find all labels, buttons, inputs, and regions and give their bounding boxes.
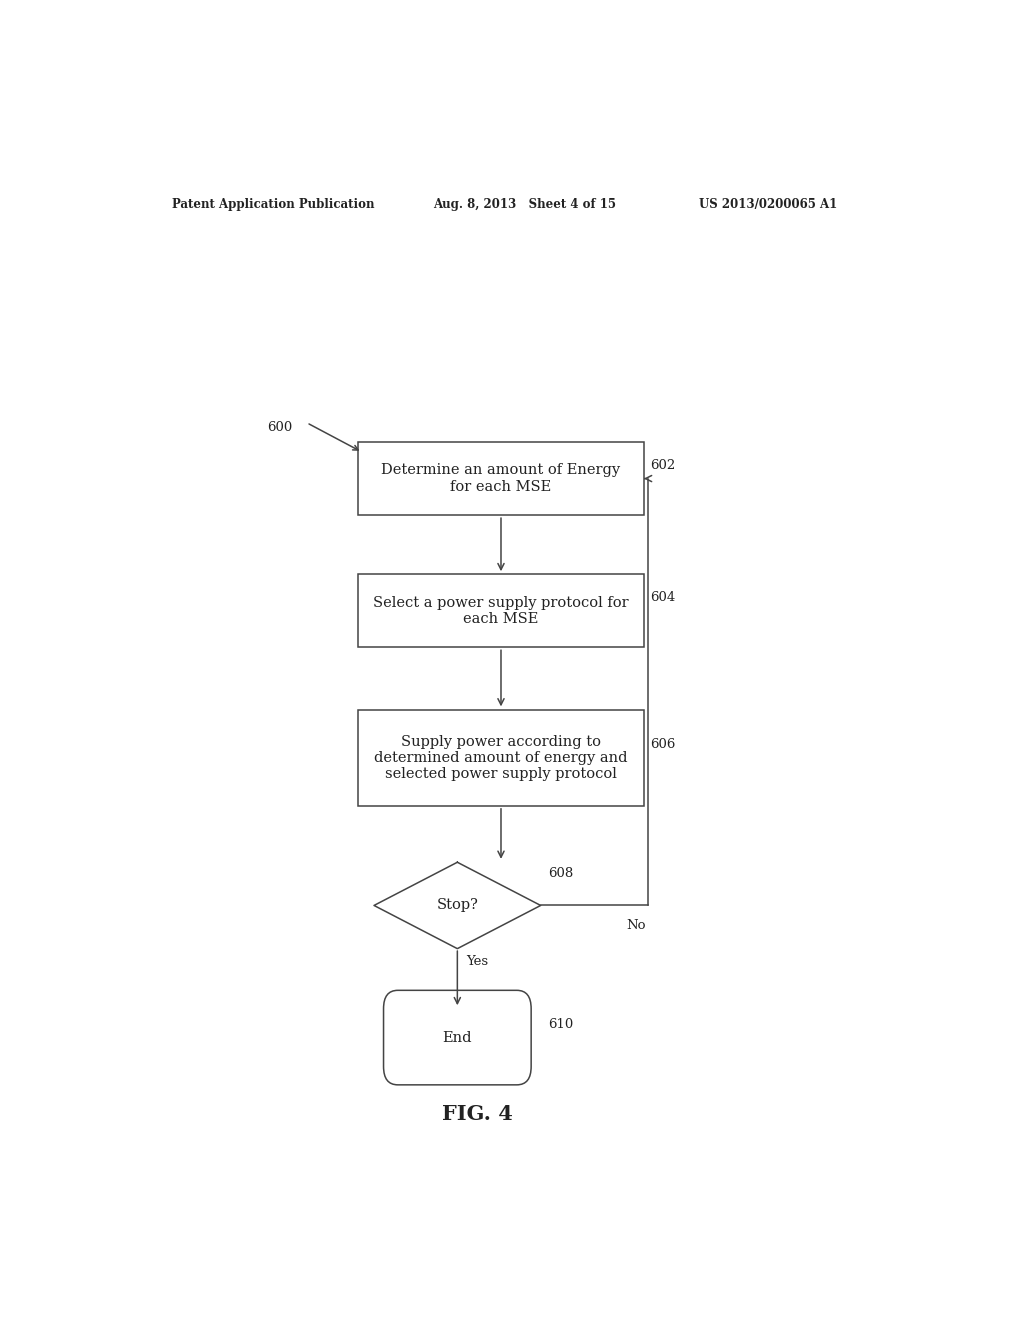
FancyBboxPatch shape: [358, 710, 644, 807]
Text: Yes: Yes: [466, 954, 488, 968]
Text: Determine an amount of Energy
for each MSE: Determine an amount of Energy for each M…: [381, 463, 621, 494]
Polygon shape: [374, 862, 541, 949]
Text: FIG. 4: FIG. 4: [441, 1104, 513, 1123]
Text: 604: 604: [650, 591, 676, 605]
FancyBboxPatch shape: [358, 574, 644, 647]
Text: 606: 606: [650, 738, 676, 751]
Text: US 2013/0200065 A1: US 2013/0200065 A1: [699, 198, 838, 211]
Text: 608: 608: [549, 867, 573, 880]
Text: 610: 610: [549, 1018, 573, 1031]
Text: Stop?: Stop?: [436, 899, 478, 912]
Text: 602: 602: [650, 459, 676, 471]
Text: Select a power supply protocol for
each MSE: Select a power supply protocol for each …: [373, 595, 629, 626]
Text: End: End: [442, 1031, 472, 1044]
Text: No: No: [627, 919, 646, 932]
Text: 600: 600: [267, 421, 292, 434]
Text: Aug. 8, 2013   Sheet 4 of 15: Aug. 8, 2013 Sheet 4 of 15: [433, 198, 616, 211]
Text: Supply power according to
determined amount of energy and
selected power supply : Supply power according to determined amo…: [374, 735, 628, 781]
FancyBboxPatch shape: [384, 990, 531, 1085]
FancyBboxPatch shape: [358, 442, 644, 515]
Text: Patent Application Publication: Patent Application Publication: [172, 198, 374, 211]
